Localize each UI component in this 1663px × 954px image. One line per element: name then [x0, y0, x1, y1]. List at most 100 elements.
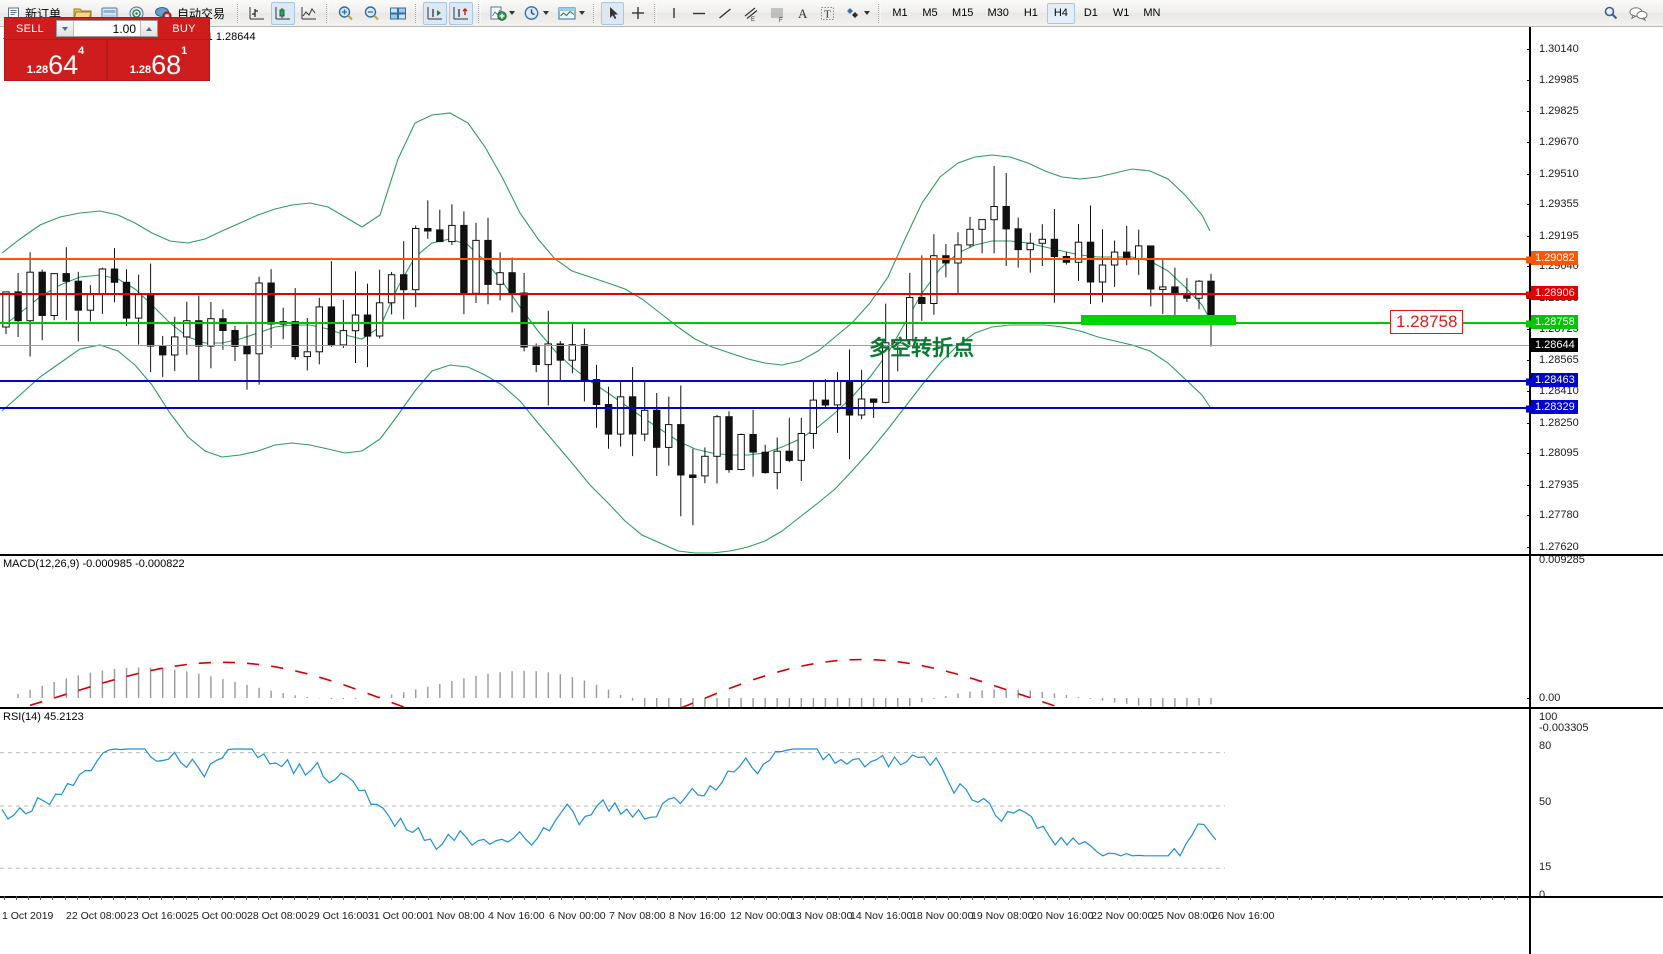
timeframe-m1[interactable]: M1: [892, 7, 908, 19]
rsi-pane[interactable]: [0, 709, 1529, 896]
time-tick-mark: [681, 896, 683, 900]
timeframe-m5[interactable]: M5: [922, 7, 938, 19]
chevron-down-icon[interactable]: [579, 11, 586, 15]
cursor-tool-button[interactable]: [601, 1, 625, 25]
timeframe-mn[interactable]: MN: [1143, 7, 1161, 19]
time-tick-mark: [185, 896, 187, 900]
timeframe-w1[interactable]: W1: [1112, 7, 1130, 19]
volume-stepper[interactable]: 1.00: [56, 20, 158, 37]
auto-scroll-button[interactable]: [423, 1, 448, 25]
time-tick-label: 26 Nov 16:00: [1212, 910, 1275, 922]
time-tick-mark: [621, 896, 623, 900]
shapes-tool-button[interactable]: [841, 2, 873, 25]
volume-decrease-button[interactable]: [57, 21, 74, 36]
chat-button[interactable]: [1625, 2, 1651, 25]
line-chart-icon: [301, 6, 317, 19]
terminal-button[interactable]: [97, 2, 122, 25]
chevron-down-icon[interactable]: [509, 11, 516, 15]
price-scale[interactable]: 1.30140 1.29985 1.29825 1.29670 1.29510 1.293…: [1527, 27, 1663, 954]
text-label-tool-button[interactable]: T: [816, 2, 839, 25]
time-tick-mark: [1032, 896, 1034, 900]
fibonacci-tool-button[interactable]: F: [765, 2, 789, 25]
time-tick-mark: [282, 896, 284, 900]
templates-button[interactable]: [554, 2, 588, 25]
trendline-tool-button[interactable]: [713, 2, 737, 25]
buy-price-prefix: 1.28: [129, 64, 152, 76]
volume-increase-button[interactable]: [140, 21, 157, 36]
price-level-label[interactable]: 1.28644: [1531, 337, 1578, 352]
price-tag-callout[interactable]: 1.28758: [1390, 310, 1464, 334]
time-tick-mark: [887, 896, 889, 900]
rsi-tick-label: 100: [1539, 711, 1558, 723]
search-icon: [1604, 6, 1618, 19]
time-tick-mark: [209, 896, 211, 900]
line-chart-button[interactable]: [297, 2, 321, 25]
time-tick-mark: [197, 896, 199, 900]
chevron-down-icon[interactable]: [864, 11, 871, 15]
chart-canvas[interactable]: GBPUSD-,H4 1.28669 1.28686 1.28591 1.286…: [0, 27, 1663, 954]
svg-text:T: T: [824, 8, 831, 20]
price-tick-label: 1.29355: [1539, 198, 1579, 211]
bar-chart-button[interactable]: [245, 2, 269, 25]
timeframe-h1[interactable]: H1: [1023, 7, 1038, 19]
time-tick-mark: [851, 896, 852, 900]
price-tick-mark: [1527, 79, 1531, 81]
price-tick-mark: [1527, 298, 1531, 299]
vertical-line-tool-button[interactable]: [662, 2, 685, 25]
indicators-button[interactable]: [486, 2, 518, 25]
price-tick-label: 1.27935: [1539, 478, 1579, 491]
price-tick-mark: [1527, 49, 1531, 50]
price-level-label[interactable]: 1.28758: [1531, 315, 1578, 330]
text-tool-button[interactable]: A: [791, 2, 814, 25]
time-tick-mark: [1468, 896, 1470, 900]
time-tick-mark: [1371, 896, 1373, 900]
time-tick-mark: [16, 896, 18, 900]
crosshair-tool-button[interactable]: [626, 2, 649, 25]
time-tick-mark: [1250, 896, 1252, 900]
candlestick-chart-button[interactable]: [271, 1, 296, 25]
price-pane[interactable]: 多空转折点 1.28758: [0, 27, 1529, 554]
tile-windows-button[interactable]: [386, 2, 410, 25]
horizontal-line-tool-button[interactable]: [687, 2, 711, 25]
chart-shift-button[interactable]: [449, 1, 474, 25]
time-tick-mark: [1480, 896, 1482, 900]
price-level-label[interactable]: 1.28906: [1531, 285, 1578, 300]
time-tick-label: 1 Oct 2019: [2, 910, 54, 922]
price-level-label[interactable]: 1.28329: [1531, 399, 1578, 414]
price-level-label[interactable]: 1.28463: [1531, 373, 1578, 388]
candlestick-chart-icon: [275, 6, 291, 19]
equidistant-channel-icon: E: [744, 7, 758, 22]
macd-pane[interactable]: [0, 556, 1529, 707]
buy-label[interactable]: BUY: [172, 22, 196, 35]
time-tick-label: 28 Oct 08:00: [247, 910, 308, 922]
buy-price-button[interactable]: 1.28 68 1: [107, 40, 210, 81]
price-tick-label: 1.28410: [1539, 384, 1579, 397]
time-tick-mark: [258, 896, 260, 900]
equidistant-channel-tool-button[interactable]: E: [739, 2, 763, 25]
candlestick-series: [2, 166, 1215, 526]
time-tick-label: 12 Nov 00:00: [730, 910, 793, 922]
price-tick-label: 1.29985: [1539, 73, 1579, 86]
one-click-trading-panel[interactable]: SELL 1.00 BUY 1.28 64 4 1.28 68 1: [4, 17, 210, 81]
zoom-in-button[interactable]: [334, 2, 358, 25]
time-scale[interactable]: 1 Oct 2019 22 Oct 08:00 23 Oct 16:00 25 Oct…: [0, 896, 1529, 954]
chevron-down-icon[interactable]: [543, 11, 550, 15]
time-tick-mark: [609, 896, 610, 900]
sell-label[interactable]: SELL: [15, 22, 45, 35]
time-tick-mark: [1226, 896, 1228, 900]
timeframe-h4[interactable]: H4: [1046, 2, 1075, 24]
volume-value[interactable]: 1.00: [112, 21, 136, 36]
timeframe-m15[interactable]: M15: [952, 7, 974, 19]
time-tick-mark: [1056, 896, 1058, 900]
timeframe-d1[interactable]: D1: [1083, 7, 1098, 19]
price-tick-mark: [1527, 141, 1531, 143]
time-tick-mark: [669, 896, 671, 900]
periods-button[interactable]: [520, 2, 552, 25]
timeframe-m30[interactable]: M30: [987, 7, 1009, 19]
sell-price-button[interactable]: 1.28 64 4: [4, 40, 107, 81]
time-tick-mark: [754, 896, 756, 900]
search-button[interactable]: [1599, 2, 1623, 25]
zoom-out-button[interactable]: [360, 2, 384, 25]
price-level-label[interactable]: 1.29082: [1531, 251, 1578, 266]
time-tick-label: 6 Nov 00:00: [549, 910, 606, 922]
